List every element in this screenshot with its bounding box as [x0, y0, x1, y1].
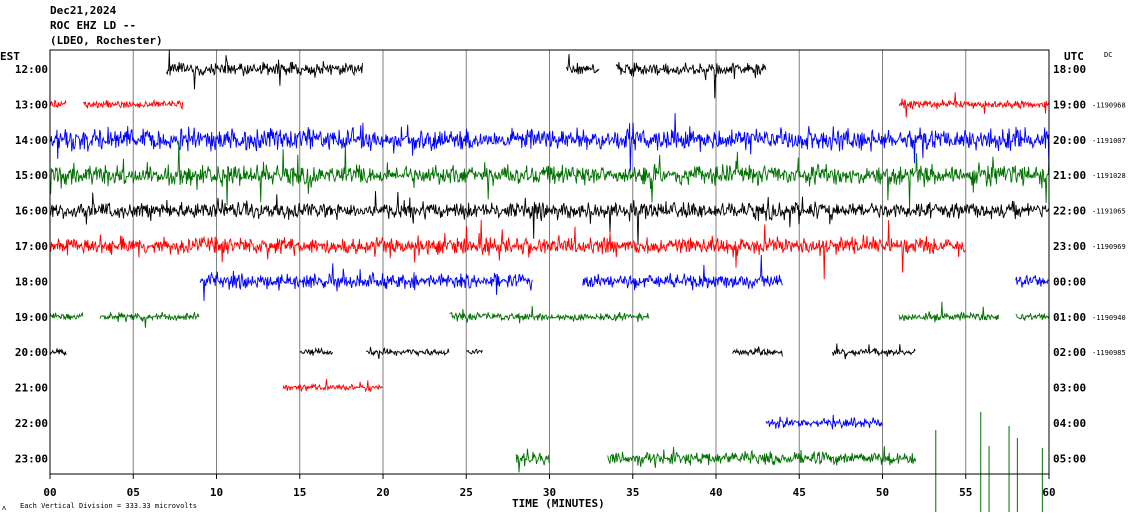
trace-row-1900-seg-4 [1015, 312, 1050, 321]
trace-row-2300-seg-0 [515, 448, 550, 473]
trace-row-1800-seg-0 [199, 263, 533, 301]
x-tick-label-45: 45 [793, 486, 806, 499]
utc-label-0300: 03:00 [1053, 382, 1086, 395]
trace-row-1300-seg-2 [898, 92, 1050, 118]
x-tick-label-35: 35 [626, 486, 639, 499]
trace-row-2000-seg-4 [732, 346, 783, 357]
trace-row-2000-seg-2 [365, 346, 450, 359]
utc-label-2300: 23:00 [1053, 240, 1086, 253]
trace-row-2000-seg-3 [466, 348, 483, 355]
x-tick-label-05: 05 [127, 486, 140, 499]
x-tick-label-20: 20 [376, 486, 389, 499]
x-tick-label-50: 50 [876, 486, 889, 499]
utc-label-1900: 19:00 [1053, 98, 1086, 111]
trace-row-2000-seg-0 [49, 348, 67, 357]
x-tick-label-10: 10 [210, 486, 223, 499]
utc-label-0200: 02:00 [1053, 346, 1086, 359]
dc-label-1190940: -1190940 [1092, 314, 1126, 322]
dc-label-1191007: -1191007 [1092, 137, 1126, 145]
trace-row-2000-seg-1 [299, 346, 333, 356]
header-station: ROC EHZ LD -- [50, 19, 137, 32]
est-label-2100: 21:00 [15, 382, 48, 395]
est-label-2000: 20:00 [15, 346, 48, 359]
x-tick-label-15: 15 [293, 486, 306, 499]
dc-label-1190969: -1190969 [1092, 243, 1126, 251]
x-tick-label-60: 60 [1042, 486, 1055, 499]
x-tick-label-30: 30 [543, 486, 556, 499]
est-axis-label: EST [0, 50, 20, 63]
trace-row-1400-seg-0 [49, 113, 1050, 172]
trace-row-2100-seg-0 [282, 379, 383, 393]
trace-row-1900-seg-0 [49, 311, 84, 321]
utc-label-2200: 22:00 [1053, 205, 1086, 218]
dc-label-1190968: -1190968 [1092, 101, 1126, 109]
dc-label-1191065: -1191065 [1092, 208, 1126, 216]
utc-label-0100: 01:00 [1053, 311, 1086, 324]
est-label-1400: 14:00 [15, 134, 48, 147]
dc-label-1190985: -1190985 [1092, 349, 1126, 357]
trace-row-1300-seg-0 [49, 99, 67, 108]
trace-row-1900-seg-1 [99, 311, 200, 328]
est-label-1700: 17:00 [15, 240, 48, 253]
minute-gridlines [132, 50, 967, 474]
utc-label-1800: 18:00 [1053, 63, 1086, 76]
dc-corner-label: DC [1104, 51, 1112, 59]
utc-label-2000: 20:00 [1053, 134, 1086, 147]
utc-hour-labels: 18:00 19:00 20:00 21:00 22:00 23:00 00:00 01:00… [1053, 63, 1086, 465]
est-label-1500: 15:00 [15, 169, 48, 182]
trace-row-1700-seg-0 [49, 219, 966, 280]
utc-label-0400: 04:00 [1053, 417, 1086, 430]
utc-axis-label: UTC [1064, 50, 1084, 63]
trace-row-1900-seg-3 [898, 301, 1000, 323]
utc-label-0000: 00:00 [1053, 275, 1086, 288]
scale-footnote: Each Vertical Division = 333.33 microvol… [20, 502, 197, 510]
trace-row-2200-seg-0 [765, 414, 883, 430]
header-network: (LDEO, Rochester) [50, 34, 163, 47]
dc-offset-labels: -1190968 -1191007 -1191028 -1191065 -1190969… [1092, 101, 1126, 357]
trace-row-1900-seg-2 [449, 305, 650, 324]
est-label-1800: 18:00 [15, 275, 48, 288]
est-label-1900: 19:00 [15, 311, 48, 324]
x-tick-label-40: 40 [709, 486, 722, 499]
x-tick-label-55: 55 [959, 486, 972, 499]
dc-label-1191028: -1191028 [1092, 172, 1126, 180]
est-label-1300: 13:00 [15, 98, 48, 111]
trace-row-1600-seg-0 [49, 191, 1050, 246]
trace-row-1500-seg-0 [49, 140, 1050, 210]
x-tick-label-25: 25 [460, 486, 473, 499]
trace-row-1800-seg-2 [1015, 274, 1049, 288]
x-tick-label-00: 00 [43, 486, 56, 499]
utc-label-2100: 21:00 [1053, 169, 1086, 182]
x-axis-label: TIME (MINUTES) [512, 497, 605, 510]
trace-row-2000-seg-5 [832, 343, 916, 360]
corner-mark-icon: ᴧ [2, 504, 6, 512]
x-axis-ticks: 00 05 10 15 20 25 30 35 40 45 50 55 60 [43, 474, 1056, 499]
trace-row-1200-seg-0 [166, 50, 363, 90]
est-label-2300: 23:00 [15, 452, 48, 465]
trace-row-1200-seg-2 [615, 62, 767, 99]
header-date: Dec21,2024 [50, 4, 117, 17]
est-label-2200: 22:00 [15, 417, 48, 430]
est-label-1200: 12:00 [15, 63, 48, 76]
est-label-1600: 16:00 [15, 205, 48, 218]
trace-row-1800-seg-1 [582, 254, 783, 291]
utc-label-0500: 05:00 [1053, 452, 1086, 465]
trace-row-1200-seg-1 [565, 53, 600, 75]
trace-row-1300-seg-1 [82, 98, 184, 111]
seismic-traces [49, 50, 1050, 512]
est-hour-labels: 12:00 13:00 14:00 15:00 16:00 17:00 18:00 19:00… [15, 63, 48, 465]
trace-row-2300-seg-1 [607, 446, 917, 468]
